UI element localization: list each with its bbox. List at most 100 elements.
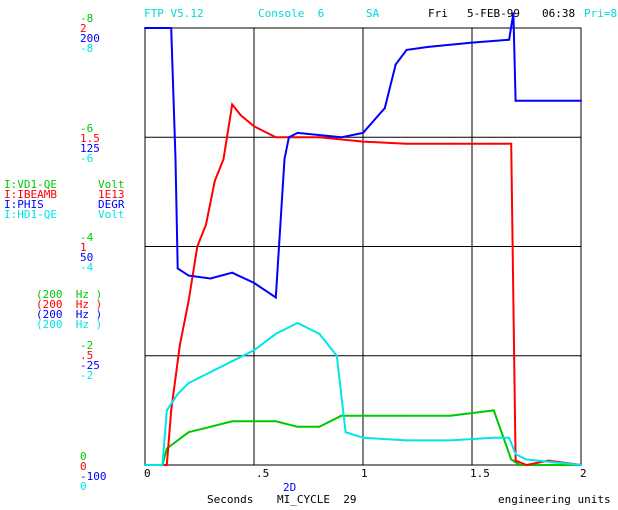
x-tick-0.5: .5 xyxy=(256,467,270,480)
legend-series-name: I:HD1-QE xyxy=(4,208,57,221)
data-point xyxy=(144,27,146,29)
legend-series-unit: Volt xyxy=(98,178,125,191)
priority-label: Pri=8 xyxy=(584,7,618,20)
data-point xyxy=(296,136,299,139)
legend-series-name: I:VD1-QE xyxy=(4,178,57,191)
data-point xyxy=(274,136,277,139)
data-point xyxy=(213,179,216,182)
data-point xyxy=(318,332,321,335)
axis-scale-value: -8 xyxy=(80,12,94,25)
data-point xyxy=(196,245,199,248)
data-point xyxy=(222,158,225,161)
data-point xyxy=(394,63,397,66)
time-label: 06:38 xyxy=(542,7,576,20)
data-point xyxy=(405,48,408,51)
console-label: Console 6 xyxy=(258,7,325,20)
axis-scale-bottom: 0 0 -100 0 xyxy=(80,451,107,493)
data-point xyxy=(362,436,364,439)
data-point xyxy=(253,281,255,284)
data-point xyxy=(174,158,177,161)
data-point xyxy=(383,107,386,110)
axis-scale-value: 125 xyxy=(80,142,100,155)
data-point xyxy=(405,439,408,442)
axis-scale-value: 200 xyxy=(80,32,100,45)
x-tick-2: 2 xyxy=(580,467,587,480)
data-point xyxy=(253,349,255,352)
data-point xyxy=(239,114,242,117)
date-label: 5-FEB-99 xyxy=(467,7,520,20)
data-point xyxy=(170,409,173,412)
data-point xyxy=(335,354,338,357)
data-point xyxy=(492,436,495,439)
data-point xyxy=(405,414,408,417)
legend: I:VD1-QE Volt I:IBEAMB 1E13 I:PHIS DEGR I:HD1-… xyxy=(4,178,144,221)
legend-entry: I:HD1-QE Volt xyxy=(4,208,144,221)
data-point xyxy=(209,277,212,280)
x-axis-label: Seconds xyxy=(207,493,254,506)
data-point xyxy=(318,136,321,139)
data-point xyxy=(471,41,473,44)
data-point xyxy=(580,464,582,466)
axis-scale-value: 1 xyxy=(80,241,87,254)
data-point xyxy=(510,458,513,461)
data-point xyxy=(344,431,347,434)
data-point xyxy=(525,464,528,466)
data-point xyxy=(514,453,517,456)
legend-series-unit: 1E13 xyxy=(98,188,125,201)
data-point xyxy=(231,271,234,274)
axis-scale-minus4: -4 1 50 -4 xyxy=(80,231,94,274)
data-point xyxy=(209,371,212,374)
data-point xyxy=(283,158,286,161)
data-point xyxy=(427,45,430,48)
axis-scale-value: 0 xyxy=(80,480,87,493)
data-point xyxy=(205,223,207,226)
data-point xyxy=(187,300,190,303)
data-point xyxy=(449,414,452,417)
data-point xyxy=(340,414,343,417)
data-point xyxy=(178,343,181,346)
data-point xyxy=(525,458,528,461)
data-point xyxy=(536,464,539,466)
data-point xyxy=(161,464,164,466)
data-point xyxy=(176,393,179,395)
legend-series-name: I:IBEAMB xyxy=(4,188,57,201)
data-point xyxy=(449,439,452,442)
axis-scale-value: -2 xyxy=(80,339,94,352)
sample-rates: (200 Hz ) (200 Hz ) (200 Hz ) (200 Hz ) xyxy=(36,289,136,330)
data-point xyxy=(170,27,173,29)
x-2d-label: 2D xyxy=(283,481,297,494)
axis-scale-value: -6 xyxy=(80,122,94,135)
data-point xyxy=(519,464,521,466)
axis-scale-value: .5 xyxy=(80,349,94,362)
data-point xyxy=(580,99,582,102)
axis-scale-minus6: -6 1.5 125 -6 xyxy=(80,122,100,164)
data-point xyxy=(274,296,277,299)
data-point xyxy=(405,142,408,145)
data-point xyxy=(340,136,343,139)
axis-scale-value: -100 xyxy=(80,470,107,483)
axis-scale-value: -4 xyxy=(80,261,94,274)
data-point xyxy=(144,464,146,466)
data-point xyxy=(165,409,168,412)
axis-scale-value: -8 xyxy=(80,42,94,55)
data-point xyxy=(362,131,364,134)
data-point xyxy=(253,420,255,423)
data-point xyxy=(296,322,299,324)
data-point xyxy=(510,142,513,145)
data-point xyxy=(287,136,290,139)
data-point xyxy=(362,140,364,143)
legend-entry: I:IBEAMB 1E13 xyxy=(4,188,144,201)
axis-scale-value: -25 xyxy=(80,359,100,372)
data-point xyxy=(253,125,255,128)
x-tick-1.5: 1.5 xyxy=(470,467,490,480)
axis-scale-value: 2 xyxy=(80,22,87,35)
data-point xyxy=(514,459,517,462)
axis-scale-value: -4 xyxy=(80,231,94,244)
data-point xyxy=(231,103,234,106)
data-point xyxy=(187,382,190,385)
axis-scale-value: 50 xyxy=(80,251,94,264)
day-label: Fri xyxy=(428,7,448,20)
series-line-i-ibeamb xyxy=(145,102,582,467)
axis-scale-minus2: -2.5 -25 -2 xyxy=(80,339,100,381)
